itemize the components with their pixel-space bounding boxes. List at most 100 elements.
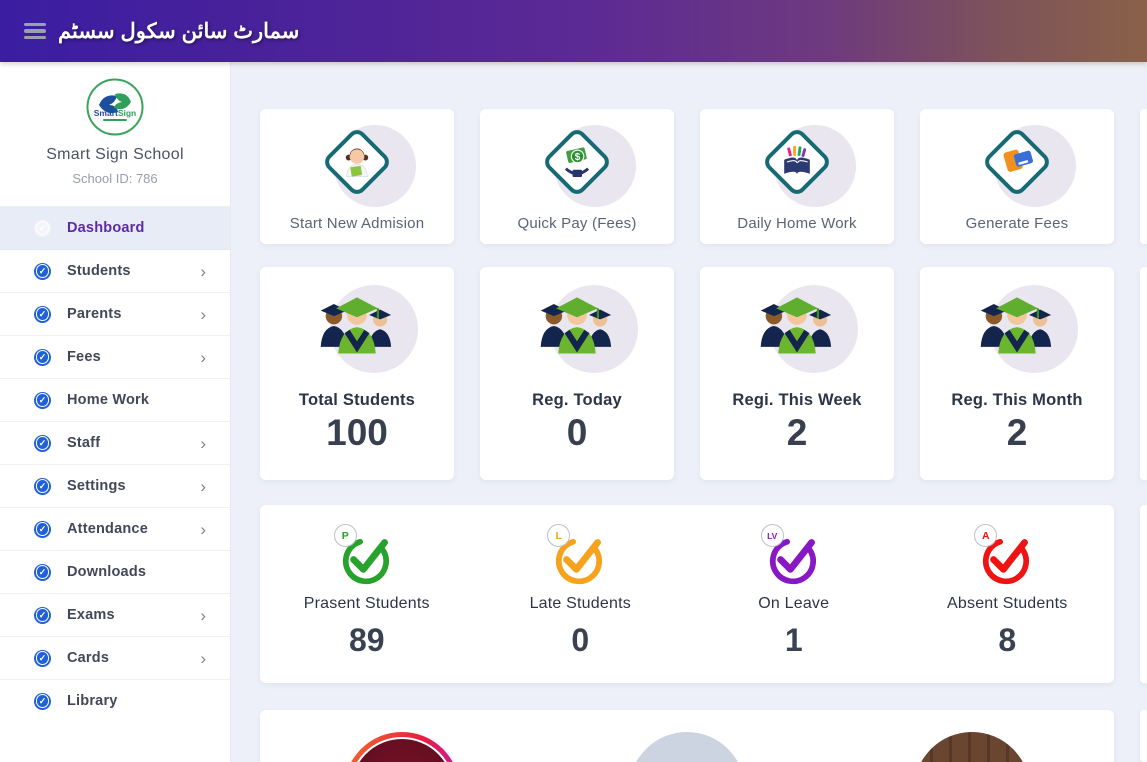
stat-label: Reg. Today bbox=[532, 391, 622, 409]
student-avatar[interactable] bbox=[628, 732, 745, 762]
cutoff-card bbox=[1140, 109, 1147, 244]
check-circle-icon bbox=[34, 649, 51, 667]
sidebar-item-label: Parents bbox=[67, 306, 122, 322]
chevron-right-icon: › bbox=[200, 347, 206, 367]
sidebar-item-label: Home Work bbox=[67, 392, 150, 408]
student-girl-diamond-icon bbox=[325, 130, 389, 194]
stat-label: Regi. This Week bbox=[732, 391, 862, 409]
sidebar-item-attendance[interactable]: Attendance › bbox=[0, 508, 230, 551]
school-id: School ID: 786 bbox=[72, 171, 158, 186]
stat-value: 2 bbox=[1006, 412, 1028, 453]
attendance-stat-absent: A Absent Students 8 bbox=[901, 524, 1115, 659]
chevron-right-icon: › bbox=[200, 605, 206, 625]
quick-action-label: Generate Fees bbox=[965, 215, 1069, 232]
sidebar-item-label: Cards bbox=[67, 650, 110, 666]
attendance-label: Late Students bbox=[529, 595, 631, 612]
check-circle-icon bbox=[34, 520, 51, 538]
chevron-right-icon: › bbox=[200, 433, 206, 453]
quick-action-label: Quick Pay (Fees) bbox=[517, 215, 637, 232]
sidebar-item-label: Exams bbox=[67, 607, 115, 623]
quick-action-start-new-admission[interactable]: Start New Admision bbox=[260, 109, 454, 244]
school-name: Smart Sign School bbox=[46, 146, 184, 163]
quick-action-daily-home-work[interactable]: Daily Home Work bbox=[700, 109, 894, 244]
sidebar-item-label: Downloads bbox=[67, 564, 147, 580]
sidebar-item-label: Attendance bbox=[67, 521, 148, 537]
icon-backdrop bbox=[990, 285, 1078, 373]
student-avatar[interactable] bbox=[344, 732, 461, 762]
sidebar-item-dashboard[interactable]: Dashboard bbox=[0, 207, 230, 250]
top-header-bar: سمارٹ سائن سکول سسٹم bbox=[0, 0, 1147, 62]
quick-action-quick-pay[interactable]: $ Quick Pay (Fees) bbox=[480, 109, 674, 244]
money-pay-diamond-icon: $ bbox=[545, 130, 609, 194]
fees-cards-diamond-icon bbox=[985, 130, 1049, 194]
stat-card-reg-this-month[interactable]: Reg. This Month 2 bbox=[920, 267, 1114, 480]
sidebar-item-exams[interactable]: Exams › bbox=[0, 594, 230, 637]
cutoff-card bbox=[1140, 505, 1147, 683]
sidebar-item-label: Students bbox=[67, 263, 131, 279]
attendance-stat-on-leave: LV On Leave 1 bbox=[687, 524, 901, 659]
chevron-right-icon: › bbox=[200, 476, 206, 496]
check-circle-absent-icon bbox=[983, 538, 1030, 585]
stat-card-reg-this-week[interactable]: Regi. This Week 2 bbox=[700, 267, 894, 480]
graduates-group-icon bbox=[760, 297, 832, 354]
badge-letter: LV bbox=[760, 524, 784, 547]
sidebar-item-fees[interactable]: Fees › bbox=[0, 336, 230, 379]
sidebar-item-settings[interactable]: Settings › bbox=[0, 465, 230, 508]
sidebar-item-label: Library bbox=[67, 693, 118, 709]
sidebar-nav: Dashboard Students › Parents › Fees › Ho… bbox=[0, 206, 230, 722]
stat-value: 100 bbox=[326, 412, 388, 453]
sidebar-item-cards[interactable]: Cards › bbox=[0, 637, 230, 680]
check-circle-present-icon bbox=[342, 538, 389, 585]
check-circle-icon bbox=[34, 305, 51, 323]
sidebar: SmartSign Smart Sign School School ID: 7… bbox=[0, 62, 231, 762]
attendance-value: 0 bbox=[571, 622, 590, 658]
attendance-summary-card: P Prasent Students 89 L Late Students 0 bbox=[260, 505, 1114, 683]
student-avatar[interactable] bbox=[913, 732, 1030, 762]
icon-backdrop bbox=[550, 285, 638, 373]
attendance-label: Absent Students bbox=[947, 595, 1068, 612]
attendance-value: 1 bbox=[784, 622, 803, 658]
sidebar-item-label: Staff bbox=[67, 435, 101, 451]
students-avatars-card bbox=[260, 710, 1114, 762]
attendance-stat-late: L Late Students 0 bbox=[474, 524, 688, 659]
chevron-right-icon: › bbox=[200, 648, 206, 668]
chevron-right-icon: › bbox=[200, 304, 206, 324]
attendance-label: Prasent Students bbox=[303, 595, 430, 612]
attendance-label: On Leave bbox=[758, 595, 830, 612]
stat-value: 2 bbox=[786, 412, 808, 453]
app-title-urdu: سمارٹ سائن سکول سسٹم bbox=[58, 19, 300, 43]
sidebar-item-downloads[interactable]: Downloads bbox=[0, 551, 230, 594]
attendance-value: 8 bbox=[998, 622, 1017, 658]
sidebar-item-label: Settings bbox=[67, 478, 126, 494]
check-circle-icon bbox=[34, 262, 51, 280]
check-circle-late-icon bbox=[556, 538, 603, 585]
school-logo-icon: SmartSign bbox=[86, 78, 144, 136]
sidebar-item-library[interactable]: Library bbox=[0, 680, 230, 722]
stat-card-reg-today[interactable]: Reg. Today 0 bbox=[480, 267, 674, 480]
sidebar-item-students[interactable]: Students › bbox=[0, 250, 230, 293]
check-circle-icon bbox=[34, 434, 51, 452]
check-circle-icon bbox=[34, 606, 51, 624]
sidebar-item-parents[interactable]: Parents › bbox=[0, 293, 230, 336]
graduates-group-icon bbox=[540, 297, 612, 354]
check-circle-leave-icon bbox=[769, 538, 816, 585]
check-circle-icon bbox=[34, 563, 51, 581]
check-circle-icon bbox=[34, 477, 51, 495]
stat-label: Total Students bbox=[298, 391, 416, 409]
quick-action-generate-fees[interactable]: Generate Fees bbox=[920, 109, 1114, 244]
stat-label: Reg. This Month bbox=[951, 391, 1083, 409]
attendance-stat-present: P Prasent Students 89 bbox=[260, 524, 474, 659]
icon-backdrop bbox=[330, 285, 418, 373]
open-book-diamond-icon bbox=[765, 130, 829, 194]
sidebar-item-staff[interactable]: Staff › bbox=[0, 422, 230, 465]
graduates-group-icon bbox=[980, 297, 1052, 354]
chevron-right-icon: › bbox=[200, 261, 206, 281]
badge-letter: A bbox=[974, 524, 998, 547]
check-circle-icon bbox=[34, 391, 51, 409]
badge-letter: L bbox=[547, 524, 571, 547]
check-circle-icon bbox=[34, 219, 51, 237]
hamburger-menu-icon[interactable] bbox=[24, 23, 46, 39]
stat-card-total-students[interactable]: Total Students 100 bbox=[260, 267, 454, 480]
cutoff-card bbox=[1140, 710, 1147, 762]
sidebar-item-home-work[interactable]: Home Work bbox=[0, 379, 230, 422]
